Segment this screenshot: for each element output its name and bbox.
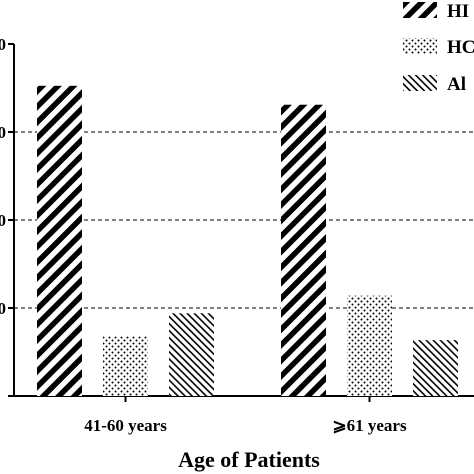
bar-hi-1 <box>37 85 82 397</box>
bars <box>37 85 458 397</box>
bar-al-1 <box>169 313 214 396</box>
bar-hc-1 <box>103 336 148 396</box>
axes <box>8 43 474 402</box>
x-tick-label: ⩾61 years <box>332 416 407 435</box>
y-tick-label: 0 <box>0 211 6 230</box>
legend-swatch-hc <box>403 38 437 54</box>
legend-swatch-hi <box>403 2 437 18</box>
bar-al-2 <box>413 340 458 396</box>
x-tick-label: 41-60 years <box>84 416 167 435</box>
x-axis-title: Age of Patients <box>178 447 320 472</box>
bar-hc-2 <box>347 295 392 396</box>
x-tick-labels: 41-60 years ⩾61 years <box>84 416 407 435</box>
y-tick-label: 0 <box>0 299 6 318</box>
legend-label-hc: HC <box>447 37 474 58</box>
legend: HI HC Al <box>403 1 474 95</box>
y-tick-label: 0 <box>0 35 6 54</box>
y-tick-label: 0 <box>0 123 6 142</box>
y-tick-labels: 0 0 0 0 <box>0 35 6 318</box>
legend-label-hi: HI <box>447 1 469 22</box>
bar-hi-2 <box>281 104 326 396</box>
legend-swatch-al <box>403 75 437 91</box>
gridlines <box>14 131 474 309</box>
legend-label-al: Al <box>447 74 466 95</box>
